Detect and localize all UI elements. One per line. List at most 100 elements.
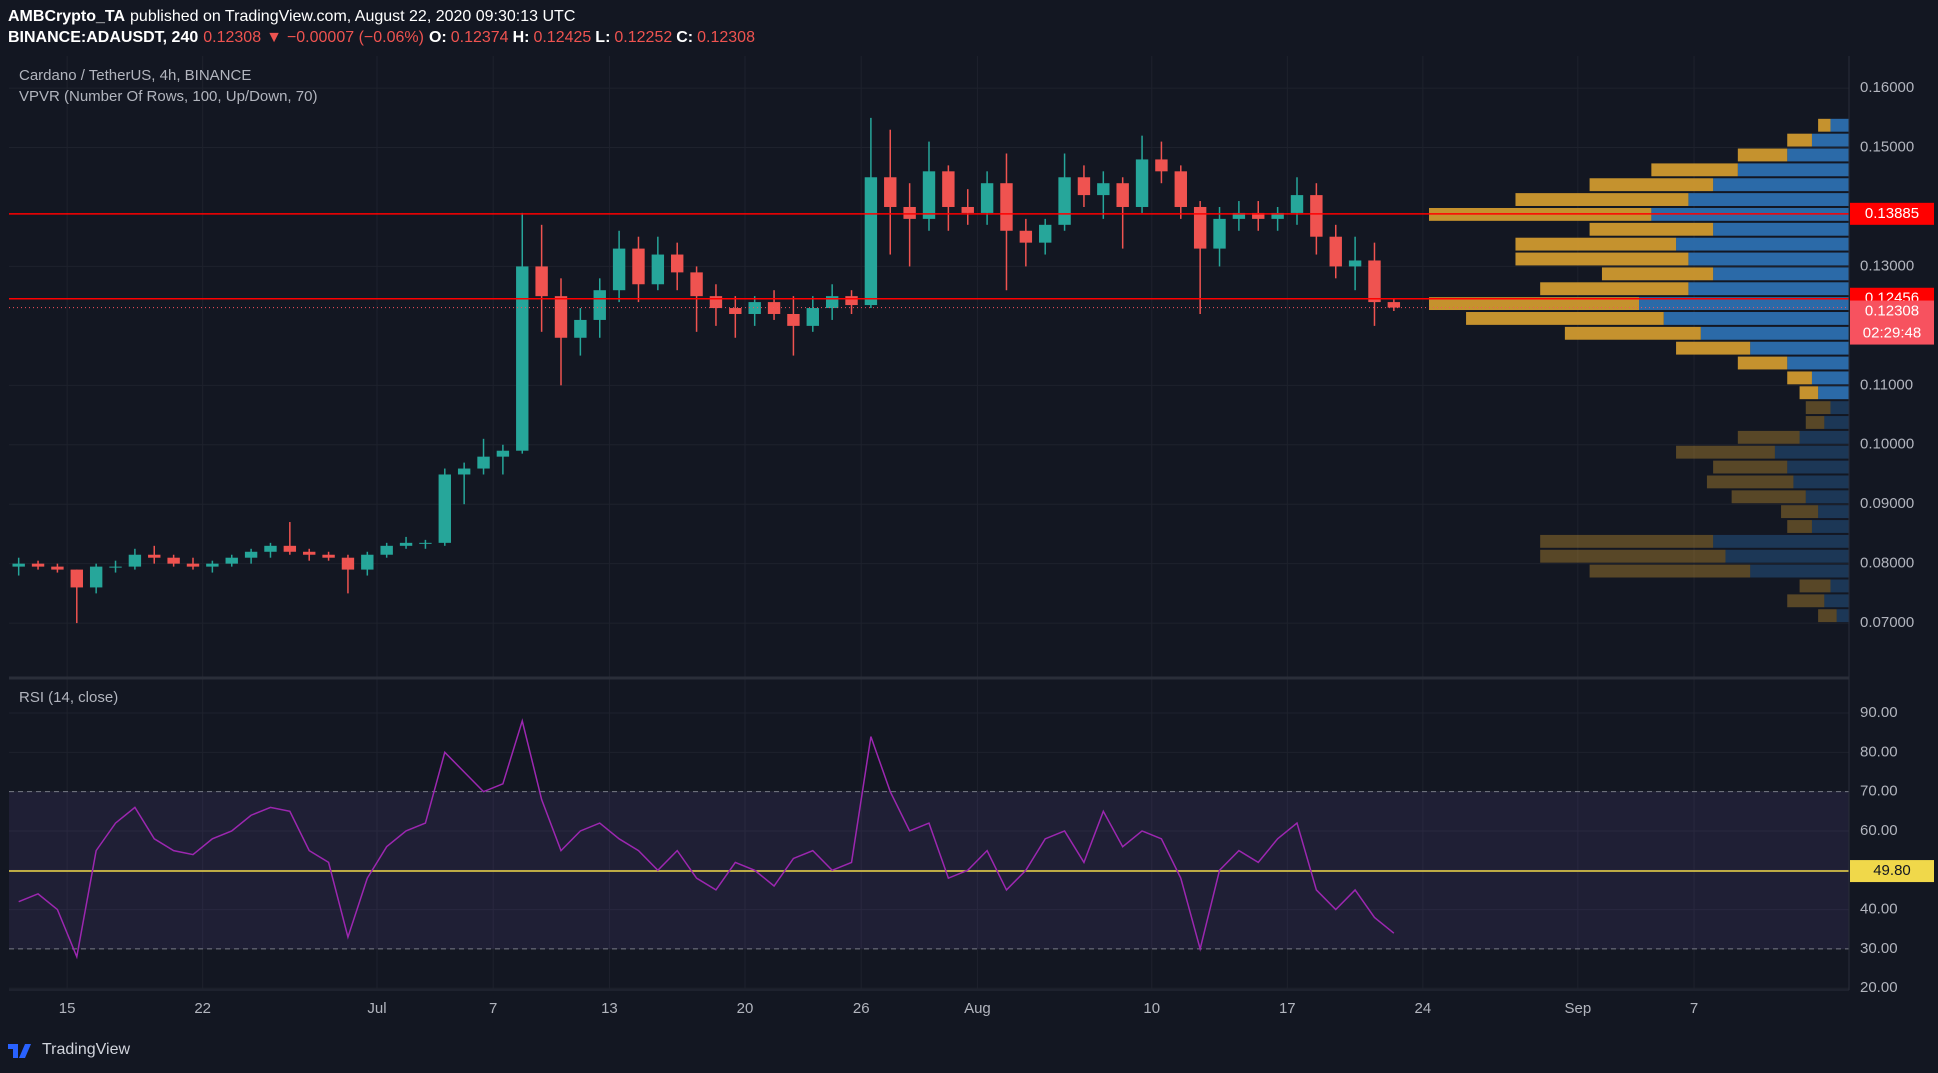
candle-body — [922, 171, 936, 219]
candle-body — [70, 569, 83, 588]
candle-body — [1193, 206, 1207, 249]
candle-body — [593, 290, 606, 320]
candle-body — [1252, 212, 1265, 219]
vpvr-up — [1750, 341, 1849, 355]
vpvr-down — [1737, 148, 1788, 162]
candle-body — [12, 563, 25, 567]
vpvr-up — [1725, 549, 1849, 563]
x-tick-label: 24 — [1415, 1000, 1432, 1017]
candle-body — [51, 566, 64, 570]
y-tick-label: 0.10000 — [1860, 436, 1914, 453]
vpvr-up — [1818, 505, 1849, 519]
vpvr-down — [1799, 386, 1819, 400]
candle-body — [1135, 159, 1149, 207]
vpvr-up — [1713, 178, 1849, 192]
level-label: 49.80 — [1873, 862, 1911, 879]
candle-body — [535, 266, 548, 297]
candle-body — [1000, 183, 1013, 231]
x-tick-label: Sep — [1564, 1000, 1591, 1017]
ohlc-label: L: — [595, 29, 611, 46]
x-tick-label: 7 — [1690, 1000, 1698, 1017]
vpvr-up — [1700, 326, 1849, 340]
y-tick-label: 20.00 — [1860, 979, 1898, 996]
price-label-box — [1850, 202, 1934, 225]
vpvr-up — [1774, 445, 1849, 459]
vpvr-down — [1713, 460, 1788, 474]
x-tick-label: 20 — [737, 1000, 754, 1017]
candle-body — [767, 302, 781, 314]
vpvr-up — [1805, 490, 1849, 504]
candle-body — [186, 563, 200, 567]
y-tick-label: 0.13000 — [1860, 257, 1914, 274]
candle-body — [496, 450, 510, 457]
vpvr-down — [1676, 341, 1751, 355]
candle-body — [1368, 260, 1381, 303]
y-tick-label: 0.08000 — [1860, 555, 1914, 572]
vpvr-up — [1787, 460, 1849, 474]
price-label: 0.13885 — [1865, 205, 1919, 222]
y-tick-label: 30.00 — [1860, 940, 1898, 957]
candle-body — [380, 545, 393, 555]
y-tick-label: 0.11000 — [1860, 376, 1913, 393]
vpvr-up — [1830, 401, 1849, 415]
candle-body — [1271, 212, 1284, 219]
ohlc-label: C: — [676, 29, 694, 46]
vpvr-down — [1589, 178, 1714, 192]
candle-body — [1232, 212, 1246, 219]
x-tick-label: Jul — [367, 1000, 386, 1017]
x-tick-label: 13 — [601, 1000, 618, 1017]
vpvr-down — [1805, 401, 1831, 415]
candle-body — [457, 468, 471, 475]
vpvr-up — [1824, 594, 1849, 608]
rsi-band — [9, 791, 1849, 949]
brand: TradingView — [42, 1041, 130, 1058]
candle-body — [225, 557, 238, 564]
candle-body — [612, 248, 626, 291]
vpvr-down — [1787, 594, 1825, 608]
candle-body — [244, 551, 258, 558]
vpvr-up — [1688, 282, 1849, 296]
candle-body — [651, 254, 665, 285]
ohlc-value: 0.12425 — [533, 29, 592, 46]
ohlc-label: H: — [512, 29, 530, 46]
header-line-1: AMBCrypto_TA published on TradingView.com… — [8, 6, 755, 27]
y-tick-label: 90.00 — [1860, 704, 1898, 721]
candle-body — [516, 266, 529, 451]
countdown: 02:29:48 — [1863, 325, 1921, 342]
vpvr-down — [1805, 416, 1825, 429]
vpvr-up — [1737, 163, 1849, 177]
candle-body — [283, 545, 297, 552]
vpvr-down — [1540, 282, 1689, 296]
candle-body — [264, 545, 277, 552]
candle-body — [825, 296, 839, 309]
brand-logo — [8, 1044, 31, 1058]
candle-body — [632, 248, 645, 285]
vpvr-down — [1787, 133, 1812, 147]
x-tick-label: 10 — [1143, 1000, 1160, 1017]
vpvr-up — [1713, 267, 1849, 281]
vpvr-down — [1540, 549, 1726, 563]
candle-body — [787, 313, 800, 326]
vpvr-up — [1713, 534, 1849, 548]
vpvr-down — [1429, 297, 1639, 311]
candle-body — [1019, 230, 1033, 243]
candle-body — [128, 554, 142, 567]
candle-body — [574, 319, 587, 338]
vpvr-down — [1781, 505, 1819, 519]
price: 0.12308 — [203, 29, 262, 46]
y-tick-label: 70.00 — [1860, 783, 1898, 800]
candle-body — [1039, 224, 1052, 243]
vpvr-down — [1818, 118, 1831, 132]
vpvr-up — [1811, 133, 1849, 147]
candle-body — [1329, 236, 1342, 267]
candle-body — [206, 563, 219, 567]
y-tick-label: 40.00 — [1860, 901, 1898, 918]
vpvr-down — [1787, 520, 1812, 533]
vpvr-up — [1688, 252, 1849, 266]
candle-body — [806, 308, 819, 326]
candle-body — [438, 474, 451, 543]
candle-body — [1348, 260, 1362, 267]
x-tick-label: 15 — [59, 1000, 76, 1017]
candle-body — [1310, 195, 1323, 237]
vpvr-down — [1799, 579, 1831, 593]
